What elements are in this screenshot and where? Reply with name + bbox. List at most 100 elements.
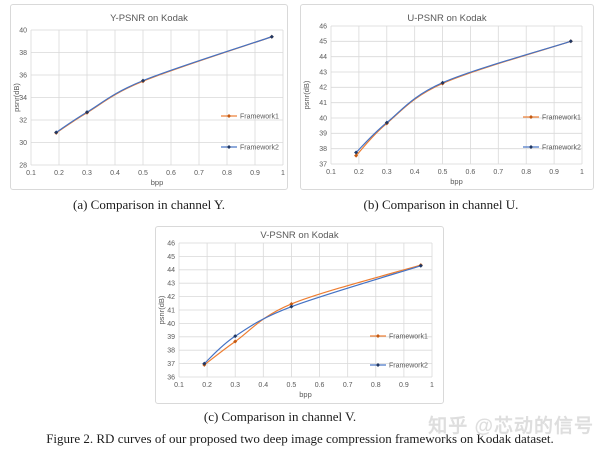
x-tick-label: 1 (430, 382, 434, 389)
x-tick-label: 0.1 (326, 169, 336, 176)
y-tick-label: 39 (167, 334, 175, 341)
data-point-marker (529, 145, 533, 149)
y-tick-label: 40 (167, 321, 175, 328)
subcaption-a: (a) Comparison in channel Y. (73, 197, 225, 212)
x-tick-label: 1 (281, 170, 285, 177)
data-point-marker (354, 153, 359, 158)
x-tick-label: 0.5 (138, 170, 148, 177)
y-tick-label: 32 (19, 117, 27, 124)
x-axis-label: bpp (151, 178, 164, 187)
chart-panel-u-psnr: U-PSNR on Kodak 37 38 39 40 41 42 43 44 45 46 0.1 0.… (300, 4, 594, 190)
y-tick-label: 45 (319, 39, 327, 46)
x-axis-label: bpp (450, 177, 463, 186)
data-point-marker (384, 120, 389, 125)
legend-label: Framework2 (240, 144, 279, 151)
data-point-marker (85, 110, 89, 115)
figure-caption: Figure 2. RD curves of our proposed two … (46, 431, 554, 446)
x-tick-label: 0.5 (438, 169, 448, 176)
watermark-text: 知乎 @芯动的信号 (428, 416, 594, 437)
y-tick-label: 46 (319, 23, 327, 30)
y-tick-label: 37 (167, 361, 175, 368)
data-point-marker (141, 78, 145, 83)
x-tick-label: 0.7 (493, 169, 503, 176)
data-point-marker (376, 363, 380, 367)
y-tick-label: 44 (167, 267, 175, 274)
data-point-marker (269, 34, 274, 39)
y-tick-label: 40 (19, 27, 27, 34)
data-point-marker (354, 150, 359, 155)
y-tick-label: 45 (167, 254, 175, 261)
legend-label: Framework1 (389, 333, 428, 340)
legend-entry-framework1: Framework1 (221, 113, 279, 120)
x-tick-label: 0.6 (315, 382, 325, 389)
y-tick-label: 36 (167, 374, 175, 381)
y-tick-label: 42 (167, 294, 175, 301)
x-tick-label: 0.3 (82, 170, 92, 177)
y-tick-label: 41 (319, 100, 327, 107)
y-tick-label: 40 (319, 115, 327, 122)
data-point-marker (440, 80, 445, 85)
series-line-framework1 (203, 264, 422, 366)
chart-svg: U-PSNR on Kodak 37 38 39 40 41 42 43 44 45 46 0.1 0.… (302, 13, 584, 186)
series-line-framework2 (203, 265, 422, 365)
data-point-marker (227, 145, 231, 149)
data-point-marker (568, 39, 573, 44)
x-tick-label: 1 (580, 169, 584, 176)
x-tick-label: 0.8 (521, 169, 531, 176)
y-axis-label: psnr(dB) (157, 295, 166, 324)
y-axis-label: psnr(dB) (302, 80, 311, 109)
y-tick-label: 43 (319, 69, 327, 76)
y-tick-label: 38 (167, 348, 175, 355)
x-tick-label: 0.1 (26, 170, 36, 177)
x-tick-label: 0.9 (399, 382, 409, 389)
y-tick-label: 38 (319, 146, 327, 153)
y-tick-label: 34 (19, 95, 27, 102)
data-point-marker (418, 263, 423, 268)
chart-svg: Y-PSNR on Kodak 28 30 32 34 36 38 40 0.1 0.2 0.3 0.… (12, 13, 285, 187)
y-tick-label: 28 (19, 162, 27, 169)
y-tick-label: 37 (319, 161, 327, 168)
legend-entry-framework1: Framework1 (523, 114, 581, 121)
y-tick-label: 46 (167, 240, 175, 247)
legend-label: Framework2 (389, 362, 428, 369)
y-axis-label: psnr(dB) (12, 83, 21, 112)
data-point-marker (202, 361, 207, 366)
legend-entry-framework2: Framework2 (523, 144, 581, 151)
y-tick-label: 38 (19, 50, 27, 57)
chart-panel-y-psnr: Y-PSNR on Kodak 28 30 32 34 36 38 40 0.1 0.2 0.3 0.… (10, 4, 288, 190)
legend-entry-framework2: Framework2 (370, 362, 428, 369)
series-line-framework1 (355, 40, 572, 157)
y-tick-label: 39 (319, 131, 327, 138)
x-tick-label: 0.8 (371, 382, 381, 389)
x-tick-label: 0.6 (466, 169, 476, 176)
y-tick-label: 36 (19, 72, 27, 79)
data-point-marker (233, 339, 238, 344)
x-tick-label: 0.4 (410, 169, 420, 176)
chart-svg: V-PSNR on Kodak 36 37 38 39 40 41 42 43 44 45 46 0.1… (157, 230, 434, 399)
chart-title: U-PSNR on Kodak (407, 13, 486, 24)
chart-title: V-PSNR on Kodak (260, 230, 338, 241)
y-tick-label: 44 (319, 54, 327, 61)
x-tick-label: 0.2 (54, 170, 64, 177)
y-tick-label: 30 (19, 140, 27, 147)
legend-label: Framework1 (240, 113, 279, 120)
x-tick-label: 0.7 (343, 382, 353, 389)
series-line-framework2 (55, 36, 273, 133)
chart-panel-v-psnr: V-PSNR on Kodak 36 37 38 39 40 41 42 43 44 45 46 0.1… (155, 226, 444, 404)
y-tick-label: 41 (167, 307, 175, 314)
x-axis-label: bpp (299, 390, 312, 399)
x-tick-label: 0.3 (382, 169, 392, 176)
x-tick-label: 0.4 (258, 382, 268, 389)
data-point-marker (289, 302, 294, 306)
data-point-marker (233, 334, 238, 339)
data-point-marker (227, 114, 231, 118)
series-line-framework2 (355, 40, 572, 154)
x-tick-label: 0.9 (250, 170, 260, 177)
legend-entry-framework2: Framework2 (221, 144, 279, 151)
data-point-marker (289, 304, 294, 309)
x-tick-label: 0.9 (549, 169, 559, 176)
legend-label: Framework1 (542, 114, 581, 121)
chart-title: Y-PSNR on Kodak (110, 13, 188, 24)
y-tick-label: 43 (167, 281, 175, 288)
